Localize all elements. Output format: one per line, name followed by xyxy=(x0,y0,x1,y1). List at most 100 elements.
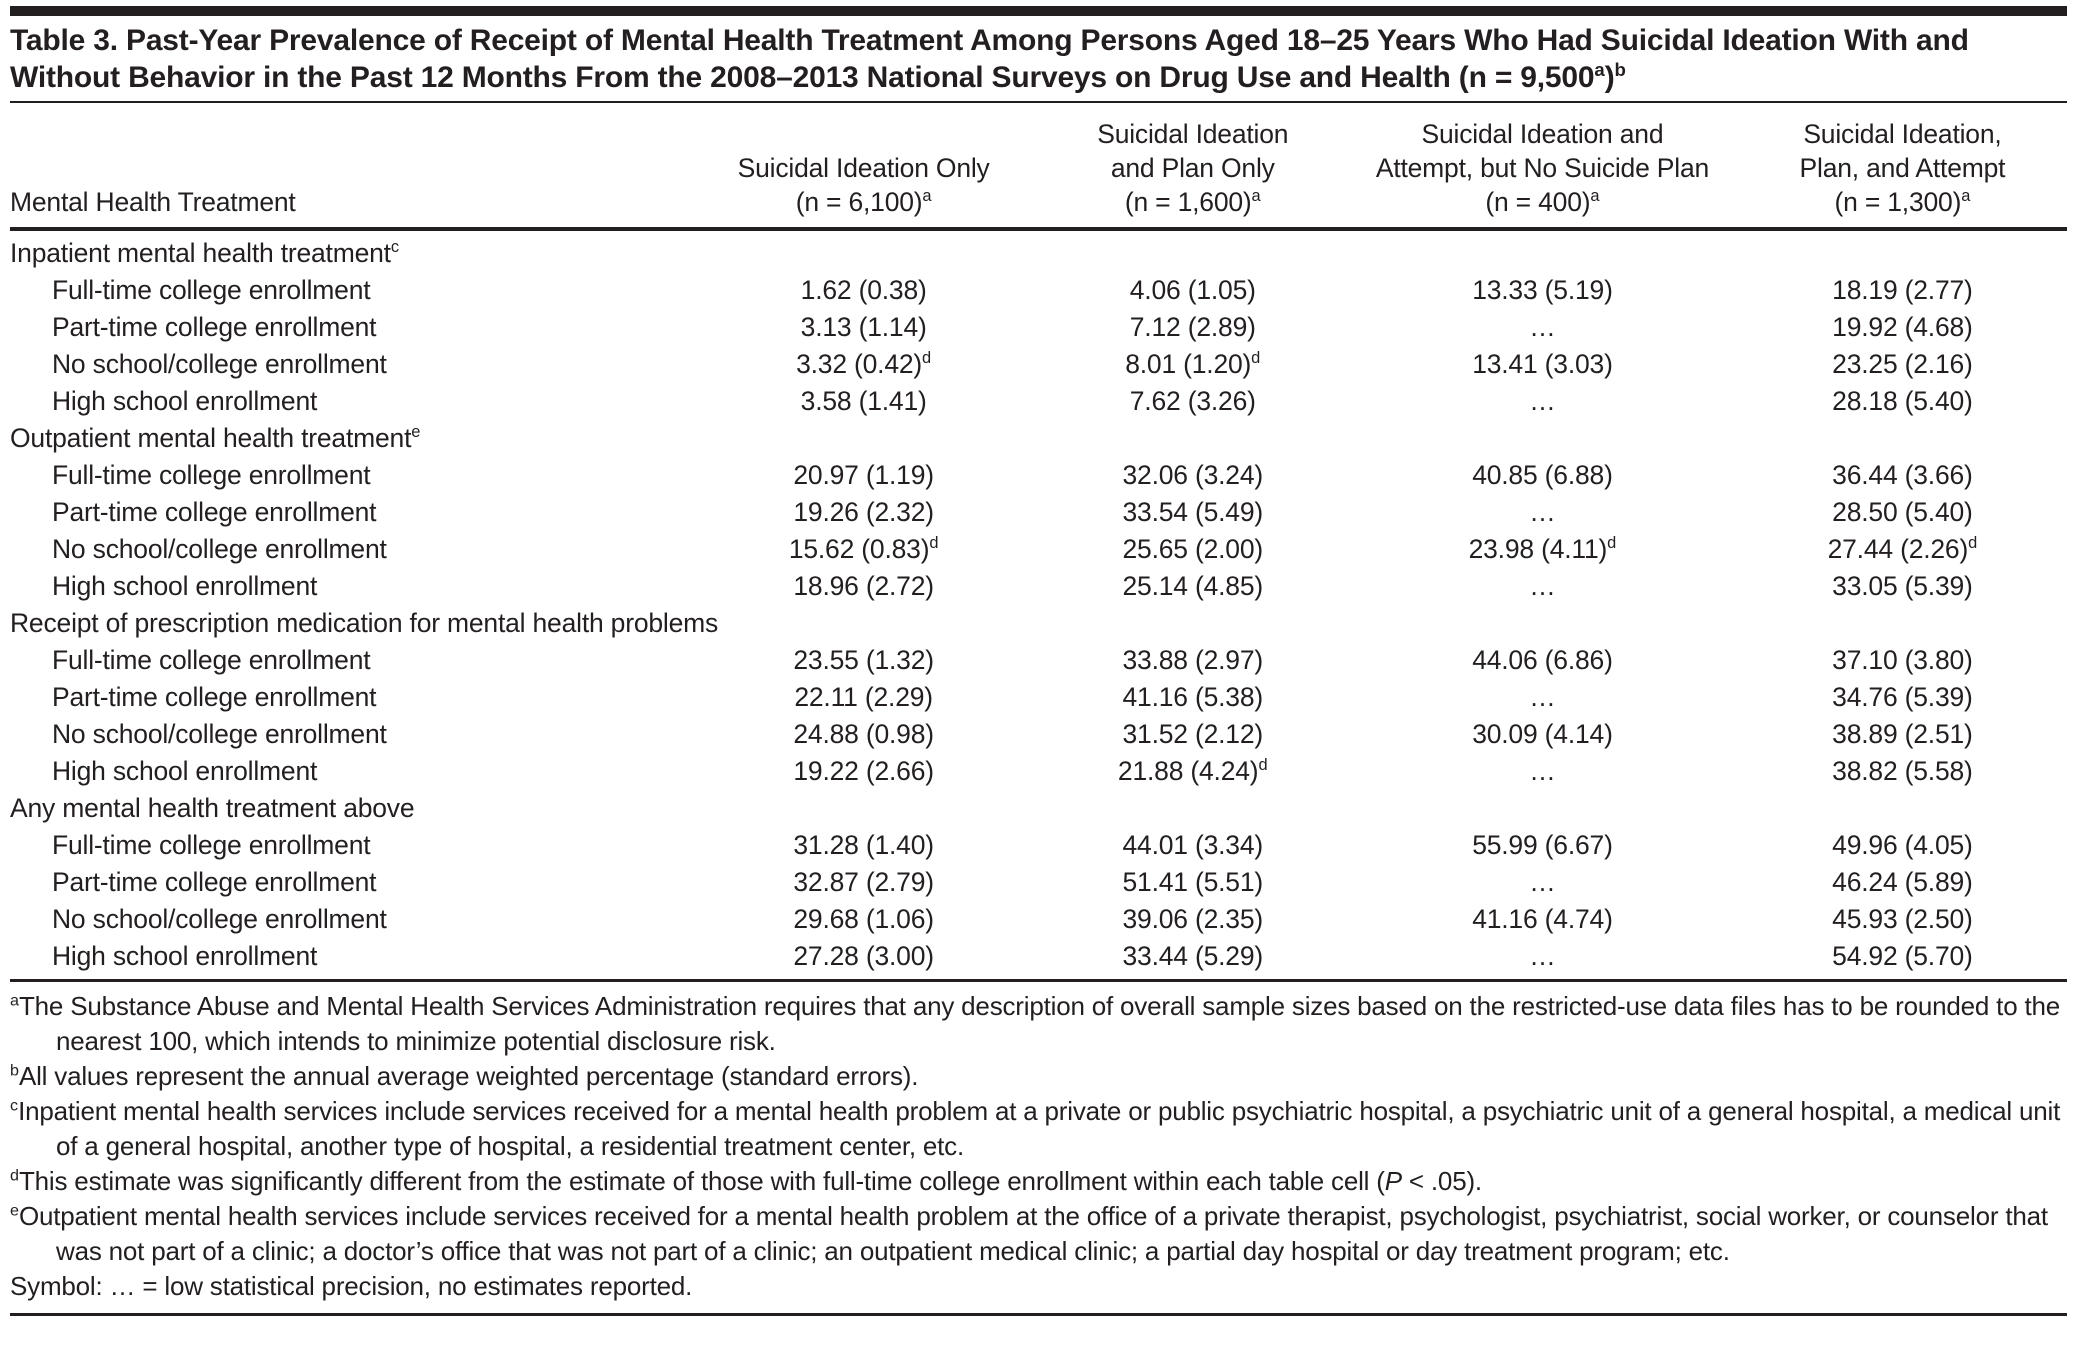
data-cell: 22.11 (2.29) xyxy=(794,682,933,712)
table-row: Full-time college enrollment 20.97 (1.19)… xyxy=(10,457,2067,494)
table-row: High school enrollment 19.22 (2.66) 21.88 … xyxy=(10,753,2067,790)
table-head: Mental Health Treatment Suicidal Ideatio… xyxy=(10,103,2067,231)
data-cell: 21.88 (4.24)d xyxy=(1117,756,1268,786)
data-cell: 38.89 (2.51) xyxy=(1832,719,1973,749)
data-cell: 37.10 (3.80) xyxy=(1832,645,1973,675)
data-cell: 8.01 (1.20)d xyxy=(1125,349,1261,379)
data-cell: 32.06 (3.24) xyxy=(1122,460,1264,490)
data-cell: 33.44 (5.29) xyxy=(1038,938,1348,982)
data-cell: 3.58 (1.41) xyxy=(800,386,927,416)
footnote-a: aThe Substance Abuse and Mental Health S… xyxy=(10,991,2061,1056)
data-cell: 44.06 (6.86) xyxy=(1472,645,1613,675)
row-label: Part-time college enrollment xyxy=(52,312,377,342)
data-cell: 54.92 (5.70) xyxy=(1737,938,2067,982)
row-label: Part-time college enrollment xyxy=(52,682,377,712)
table-row: Full-time college enrollment 31.28 (1.40)… xyxy=(10,827,2067,864)
section-header-label: Any mental health treatment above xyxy=(10,793,415,823)
data-cell: 41.16 (5.38) xyxy=(1122,682,1264,712)
data-cell: 31.52 (2.12) xyxy=(1122,719,1264,749)
data-cell: 41.16 (4.74) xyxy=(1472,904,1613,934)
data-cell: 19.26 (2.32) xyxy=(793,497,934,527)
data-cell: 38.82 (5.58) xyxy=(1832,756,1973,786)
stub-header: Mental Health Treatment xyxy=(10,103,689,231)
section-header-label: Receipt of prescription medication for m… xyxy=(10,608,719,638)
row-label: Part-time college enrollment xyxy=(52,867,377,897)
header-row: Mental Health Treatment Suicidal Ideatio… xyxy=(10,103,2067,231)
row-label: High school enrollment xyxy=(52,571,318,601)
footnote-b: bAll values represent the annual average… xyxy=(10,1061,919,1091)
data-cell: … xyxy=(1529,682,1556,712)
data-cell: 4.06 (1.05) xyxy=(1129,275,1256,305)
section-header-label: Inpatient mental health treatmentc xyxy=(10,238,400,268)
row-label: Full-time college enrollment xyxy=(52,645,371,675)
data-cell: … xyxy=(1529,312,1556,342)
table-title-line-2: With and Without Behavior in the Past 12… xyxy=(10,24,1969,94)
data-cell: 28.18 (5.40) xyxy=(1832,386,1973,416)
row-label: High school enrollment xyxy=(10,938,689,982)
table-row: High school enrollment 3.58 (1.41) 7.62 (3… xyxy=(10,383,2067,420)
row-label: Full-time college enrollment xyxy=(52,830,371,860)
data-cell: 34.76 (5.39) xyxy=(1832,682,1973,712)
table-row: High school enrollment 18.96 (2.72) 25.14 … xyxy=(10,568,2067,605)
data-cell: 46.24 (5.89) xyxy=(1832,867,1973,897)
data-cell: 30.09 (4.14) xyxy=(1472,719,1613,749)
data-cell: 13.33 (5.19) xyxy=(1472,275,1613,305)
row-label: Full-time college enrollment xyxy=(52,460,371,490)
table-page: Table 3. Past-Year Prevalence of Receipt… xyxy=(10,6,2067,1320)
data-cell: 7.12 (2.89) xyxy=(1129,312,1256,342)
data-cell: … xyxy=(1529,756,1556,786)
data-cell: 36.44 (3.66) xyxy=(1832,460,1973,490)
data-cell: 33.05 (5.39) xyxy=(1832,571,1973,601)
data-cell: 13.41 (3.03) xyxy=(1472,349,1613,379)
table-row: Part-time college enrollment 3.13 (1.14) 7… xyxy=(10,309,2067,346)
data-cell: 55.99 (6.67) xyxy=(1472,830,1613,860)
row-label: Part-time college enrollment xyxy=(52,497,377,527)
data-cell: 51.41 (5.51) xyxy=(1122,867,1264,897)
data-cell: 1.62 (0.38) xyxy=(800,275,927,305)
column-header-4: Suicidal Ideation, Plan, and Attempt (n = … xyxy=(1737,103,2067,231)
data-cell: 20.97 (1.19) xyxy=(793,460,934,490)
data-cell: 33.54 (5.49) xyxy=(1122,497,1264,527)
data-cell: 3.32 (0.42)d xyxy=(796,349,932,379)
footnote-e: eOutpatient mental health services inclu… xyxy=(10,1201,2048,1266)
data-cell: 31.28 (1.40) xyxy=(793,830,934,860)
data-cell: … xyxy=(1529,571,1556,601)
section-header-label: Outpatient mental health treatmente xyxy=(10,423,421,453)
data-cell: 25.14 (4.85) xyxy=(1122,571,1264,601)
table-title: Table 3. Past-Year Prevalence of Receipt… xyxy=(10,16,2067,103)
symbol-note: Symbol: … = low statistical precision, n… xyxy=(10,1271,693,1301)
table-row: No school/college enrollment 24.88 (0.98)… xyxy=(10,716,2067,753)
table-row: No school/college enrollment 15.62 (0.83)… xyxy=(10,531,2067,568)
footnote-d: dThis estimate was significantly differe… xyxy=(10,1166,1482,1196)
table-title-line-1: Table 3. Past-Year Prevalence of Receipt… xyxy=(10,24,1836,57)
data-cell: 19.92 (4.68) xyxy=(1832,312,1973,342)
data-cell: … xyxy=(1529,867,1556,897)
data-cell: 27.28 (3.00) xyxy=(688,938,1039,982)
footnotes: aThe Substance Abuse and Mental Health S… xyxy=(10,982,2067,1269)
data-cell: 24.88 (0.98) xyxy=(793,719,934,749)
data-cell: 25.65 (2.00) xyxy=(1122,534,1264,564)
table-row: High school enrollment 27.28 (3.00) 33.44 … xyxy=(10,938,2067,982)
top-rule-bar xyxy=(10,6,2067,16)
section-header-row: Inpatient mental health treatmentc xyxy=(10,229,2067,272)
bottom-rule xyxy=(10,1313,2067,1320)
row-label: High school enrollment xyxy=(52,756,318,786)
table-row: Full-time college enrollment 23.55 (1.32)… xyxy=(10,642,2067,679)
row-label: No school/college enrollment xyxy=(52,349,387,379)
column-header-3: Suicidal Ideation and Attempt, but No Sui… xyxy=(1347,103,1738,231)
table-row: No school/college enrollment 3.32 (0.42)d… xyxy=(10,346,2067,383)
section-header-row: Receipt of prescription medication for m… xyxy=(10,605,2067,642)
data-cell: 45.93 (2.50) xyxy=(1832,904,1973,934)
data-cell: 23.55 (1.32) xyxy=(793,645,934,675)
data-cell: 19.22 (2.66) xyxy=(793,756,934,786)
table-body: Inpatient mental health treatmentc Full-t… xyxy=(10,229,2067,982)
row-label: No school/college enrollment xyxy=(52,719,387,749)
table-row: Part-time college enrollment 32.87 (2.79)… xyxy=(10,864,2067,901)
data-cell: 33.88 (2.97) xyxy=(1122,645,1264,675)
data-cell: 27.44 (2.26)d xyxy=(1827,534,1978,564)
row-label: No school/college enrollment xyxy=(52,904,387,934)
column-header-2: Suicidal Ideation and Plan Only (n = 1,600… xyxy=(1038,103,1348,231)
footnote-c: cInpatient mental health services includ… xyxy=(10,1096,2061,1161)
data-cell: 39.06 (2.35) xyxy=(1122,904,1264,934)
table-row: Part-time college enrollment 19.26 (2.32)… xyxy=(10,494,2067,531)
